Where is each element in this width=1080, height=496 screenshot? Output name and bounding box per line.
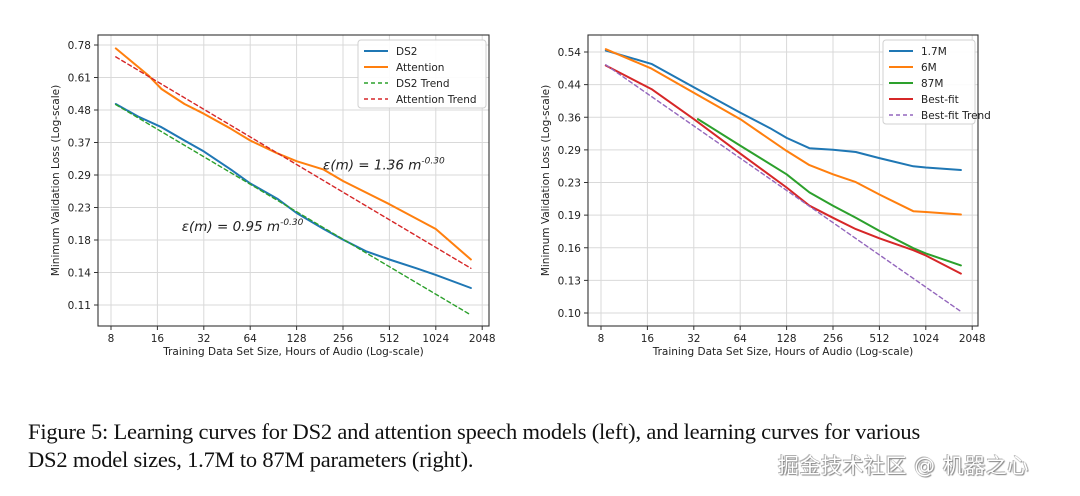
figure-caption: Figure 5: Learning curves for DS2 and at… xyxy=(28,418,1068,474)
y-tick-label: 0.78 xyxy=(68,40,91,52)
figure: 8 16 32 64 128 256 512 1024 2048 0.78 0.61 0.48 0.37… xyxy=(50,34,991,358)
x-tick-label: 16 xyxy=(151,333,165,345)
y-tick-label: 0.16 xyxy=(558,243,582,255)
legend-label: Attention Trend xyxy=(396,94,477,106)
legend-label: 87M xyxy=(921,78,943,90)
y-tick-label: 0.23 xyxy=(558,178,581,190)
series-line-attention xyxy=(114,47,472,261)
x-tick-label: 64 xyxy=(244,333,258,345)
x-tick-label: 8 xyxy=(598,333,605,345)
legend: 1.7M 6M 87M Best-fit Best-fit Trend xyxy=(882,39,991,125)
x-tick-label: 128 xyxy=(287,333,307,345)
y-tick-label: 0.29 xyxy=(68,170,91,182)
y-tick-label: 0.19 xyxy=(558,210,581,222)
y-tick-label: 0.29 xyxy=(558,145,581,157)
y-tick-label: 0.48 xyxy=(68,105,91,117)
y-axis-label: Minimum Validation Loss (Log-scale) xyxy=(50,85,62,276)
legend-label: DS2 xyxy=(396,46,417,58)
x-tick-label: 1024 xyxy=(422,333,449,345)
x-axis-label: Training Data Set Size, Hours of Audio (… xyxy=(162,346,424,358)
y-tick-label: 0.10 xyxy=(558,308,581,320)
series-line-best-fit xyxy=(604,64,962,275)
x-tick-label: 2048 xyxy=(959,333,986,345)
y-tick-label: 0.14 xyxy=(68,268,92,280)
right-chart: 8 16 32 64 128 256 512 1024 2048 0.54 0.44 0.36 0.29… xyxy=(540,34,991,358)
y-tick-label: 0.36 xyxy=(558,112,582,124)
legend-label: 6M xyxy=(921,62,937,74)
equation-text: ε(m) = 1.36 m xyxy=(323,158,421,174)
left-chart: 8 16 32 64 128 256 512 1024 2048 0.78 0.61 0.48 0.37… xyxy=(50,34,496,358)
axes-frame xyxy=(97,34,490,327)
x-tick-label: 16 xyxy=(641,333,655,345)
legend-label: 1.7M xyxy=(921,46,947,58)
caption-line-1: Figure 5: Learning curves for DS2 and at… xyxy=(28,419,921,444)
y-tick-label: 0.61 xyxy=(68,73,91,85)
caption-line-2: DS2 model sizes, 1.7M to 87M parameters … xyxy=(28,447,474,472)
y-tick-label: 0.13 xyxy=(558,275,581,287)
y-tick-label: 0.23 xyxy=(68,203,91,215)
legend: DS2 Attention DS2 Trend Attention Trend xyxy=(357,39,487,109)
legend-box xyxy=(882,39,976,125)
equation-annotation: ε(m) = 0.95 m-0.30 xyxy=(182,218,304,235)
legend-box xyxy=(357,39,487,109)
series-line-6m xyxy=(604,48,962,216)
axes-frame xyxy=(587,34,979,327)
y-tick-label: 0.54 xyxy=(558,47,582,59)
equation-text: ε(m) = 0.95 m xyxy=(182,219,280,235)
series-line-attention-trend xyxy=(115,56,472,269)
y-tick-label: 0.44 xyxy=(558,80,582,92)
legend-label: Best-fit xyxy=(921,94,959,106)
x-tick-label: 8 xyxy=(108,333,115,345)
x-tick-label: 64 xyxy=(734,333,748,345)
legend-label: Attention xyxy=(396,62,444,74)
y-axis-label: Minimum Validation Loss (Log-scale) xyxy=(540,85,552,276)
watermark: 掘金技术社区 @ 机器之心 xyxy=(778,454,1029,478)
equation-exponent: -0.30 xyxy=(421,157,445,167)
equation-exponent: -0.30 xyxy=(280,218,304,228)
y-tick-label: 0.37 xyxy=(68,138,91,150)
x-tick-label: 1024 xyxy=(912,333,939,345)
x-tick-label: 32 xyxy=(687,333,700,345)
y-tick-label: 0.18 xyxy=(68,235,91,247)
x-tick-label: 512 xyxy=(379,333,399,345)
y-tick-label: 0.11 xyxy=(68,300,91,312)
series-line-87m xyxy=(696,118,962,267)
equation-annotation: ε(m) = 1.36 m-0.30 xyxy=(323,157,445,174)
x-axis-label: Training Data Set Size, Hours of Audio (… xyxy=(652,346,914,358)
x-tick-label: 512 xyxy=(869,333,889,345)
x-tick-label: 256 xyxy=(823,333,843,345)
legend-label: Best-fit Trend xyxy=(921,110,991,122)
x-tick-label: 2048 xyxy=(469,333,496,345)
x-tick-label: 128 xyxy=(777,333,797,345)
x-tick-label: 256 xyxy=(333,333,353,345)
series-line-1-7m xyxy=(604,49,962,171)
legend-label: DS2 Trend xyxy=(396,78,450,90)
x-tick-label: 32 xyxy=(197,333,210,345)
series-line-ds2-trend xyxy=(115,103,472,316)
series-line-best-fit-trend xyxy=(605,64,962,313)
